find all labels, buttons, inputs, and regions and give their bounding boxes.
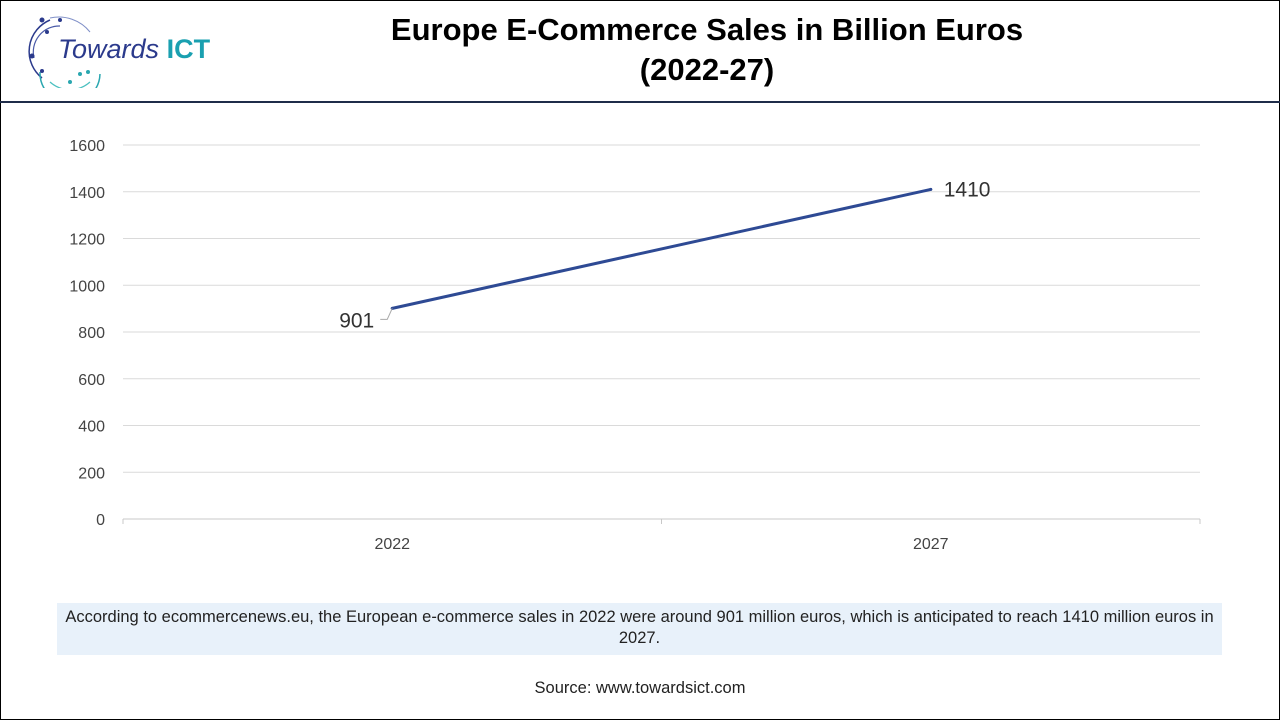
data-point — [929, 187, 933, 191]
data-label: 1410 — [944, 178, 991, 201]
title-line-1: Europe E-Commerce Sales in Billion Euros — [390, 12, 1024, 47]
line-chart: 0 200 400 600 800 1000 1200 1400 1600 2022 2027 901… — [69, 138, 1201, 553]
caption-box: According to ecommercenews.eu, the Europ… — [57, 603, 1222, 655]
label-leader-line — [380, 308, 393, 320]
source-text: Source: www.towardsict.com — [534, 679, 746, 697]
towards-ict-logo: Towards ICT — [20, 12, 220, 104]
y-tick-label: 0 — [96, 512, 105, 529]
page-title: Europe E-Commerce Sales in Billion Euros… — [300, 10, 1114, 90]
y-tick-label: 800 — [78, 325, 105, 342]
y-tick-label: 600 — [78, 372, 105, 389]
logo-rings-icon — [28, 16, 101, 104]
y-tick-label: 1600 — [69, 138, 105, 155]
y-tick-label: 1000 — [69, 278, 105, 295]
logo-text-accent: ICT — [166, 34, 211, 64]
title-line-2: (2022-27) — [639, 52, 775, 87]
x-tick-label: 2027 — [913, 536, 949, 553]
x-tick-label: 2022 — [374, 536, 410, 553]
y-tick-label: 1200 — [69, 232, 105, 249]
data-label: 901 — [339, 309, 374, 332]
header-divider — [0, 101, 1280, 103]
y-tick-label: 1400 — [69, 185, 105, 202]
y-tick-label: 200 — [78, 465, 105, 482]
logo-text-main: Towards — [58, 34, 160, 64]
y-tick-label: 400 — [78, 419, 105, 436]
series-line — [390, 187, 933, 310]
